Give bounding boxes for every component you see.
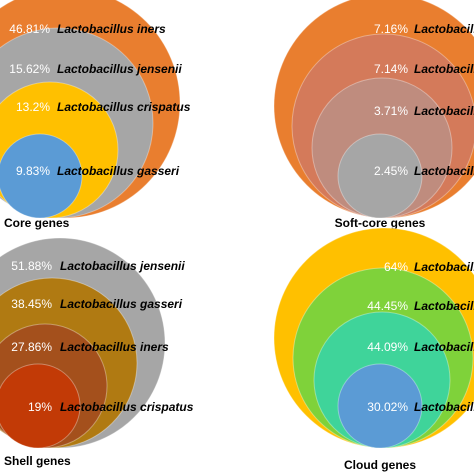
- category-label: Lactobacillus crispatus: [60, 400, 194, 414]
- circle: [337, 363, 423, 449]
- circle: [337, 133, 423, 219]
- circle: [0, 133, 83, 219]
- value-label: 7.16%: [374, 22, 408, 36]
- category-label: Lactobacillus: [414, 400, 474, 414]
- chart-title: Shell genes: [4, 454, 71, 468]
- category-label: Lactobacillus: [414, 164, 474, 178]
- value-label: 44.45%: [367, 299, 408, 313]
- value-label: 46.81%: [9, 22, 50, 36]
- chart-title: Soft-core genes: [335, 216, 426, 230]
- value-label: 38.45%: [11, 297, 52, 311]
- value-label: 13.2%: [16, 100, 50, 114]
- value-label: 3.71%: [374, 104, 408, 118]
- category-label: Lactobacillus iners: [60, 340, 169, 354]
- chart-title: Cloud genes: [344, 458, 416, 472]
- value-label: 27.86%: [11, 340, 52, 354]
- category-label: Lactobacillus: [414, 340, 474, 354]
- category-label: Lactobacillus: [414, 104, 474, 118]
- value-label: 9.83%: [16, 164, 50, 178]
- circle: [0, 363, 81, 449]
- category-label: Lactobacillus crispatus: [57, 100, 191, 114]
- category-label: Lactobacillus jensenii: [60, 259, 185, 273]
- value-label: 44.09%: [367, 340, 408, 354]
- category-label: Lactobacillus: [414, 260, 474, 274]
- category-label: Lactobacillus: [414, 299, 474, 313]
- value-label: 7.14%: [374, 62, 408, 76]
- category-label: Lactobacillus iners: [57, 22, 166, 36]
- category-label: Lactobacillus: [414, 22, 474, 36]
- value-label: 51.88%: [11, 259, 52, 273]
- value-label: 30.02%: [367, 400, 408, 414]
- value-label: 19%: [28, 400, 52, 414]
- category-label: Lactobacillus jensenii: [57, 62, 182, 76]
- category-label: Lactobacillus gasseri: [60, 297, 183, 311]
- value-label: 15.62%: [9, 62, 50, 76]
- value-label: 64%: [384, 260, 408, 274]
- value-label: 2.45%: [374, 164, 408, 178]
- category-label: Lactobacillus: [414, 62, 474, 76]
- chart-title: Core genes: [4, 216, 70, 230]
- category-label: Lactobacillus gasseri: [57, 164, 180, 178]
